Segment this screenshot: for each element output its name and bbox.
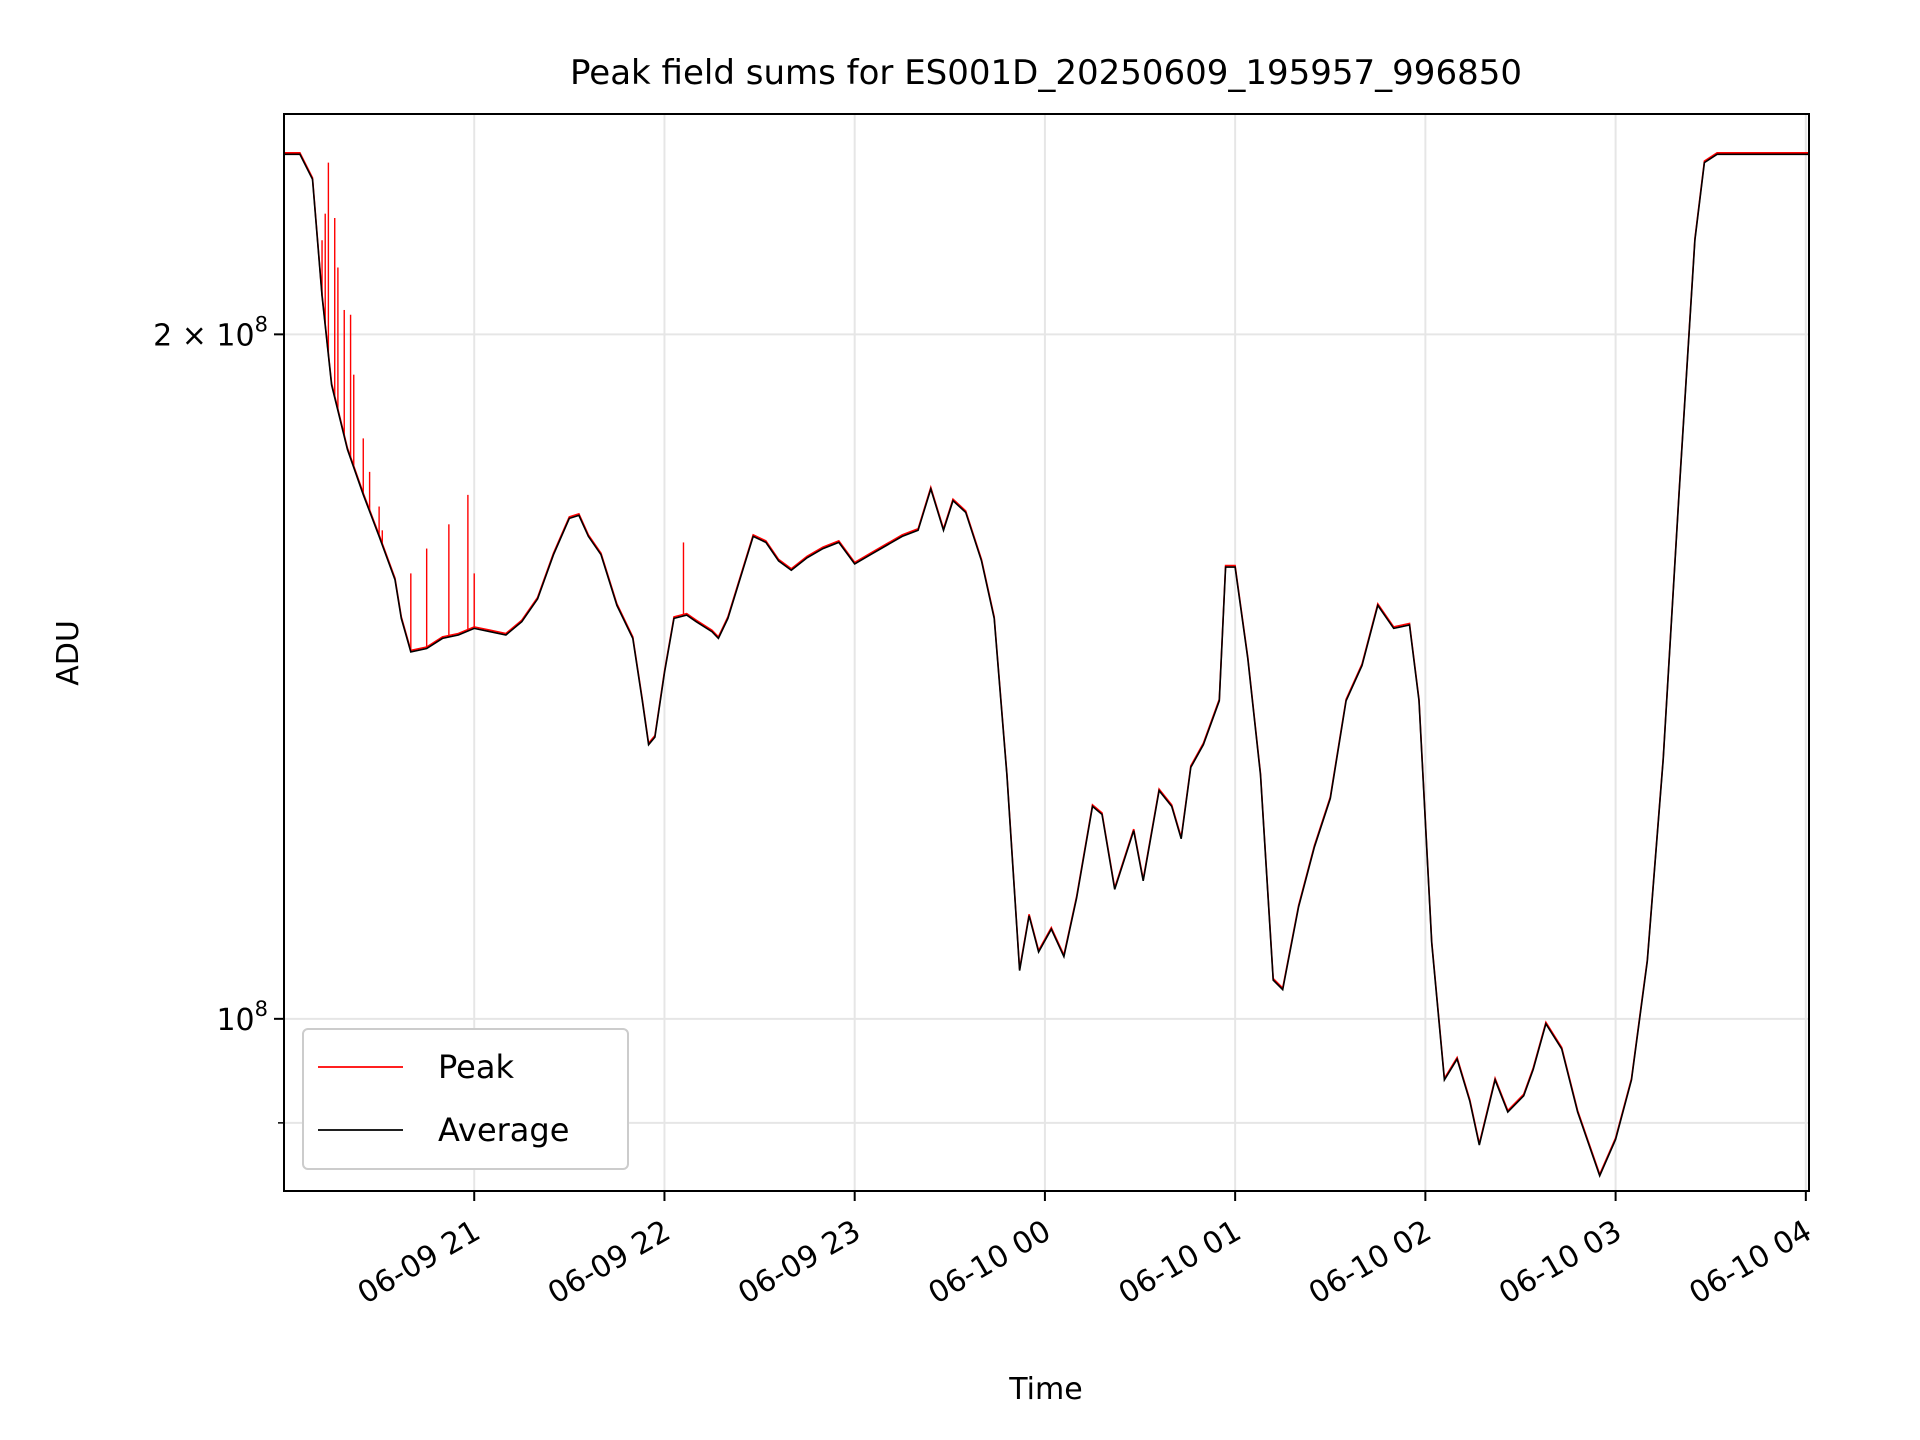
series-layer [284, 152, 1809, 1178]
y-tick-label: 108 [216, 997, 268, 1038]
legend-box [302, 1028, 629, 1170]
series-line-average [284, 153, 1809, 1178]
legend-label-peak: Peak [438, 1048, 514, 1086]
y-tick-label: 2 × 108 [153, 312, 268, 353]
plot-frame [283, 113, 1810, 1192]
x-tick-label: 06-10 02 [1303, 1214, 1437, 1312]
x-axis-label: Time [1008, 1372, 1082, 1407]
x-tick-label: 06-10 04 [1684, 1214, 1818, 1312]
x-tick-label: 06-09 22 [542, 1214, 676, 1312]
legend: Peak Average [302, 1028, 629, 1170]
x-tick-label: 06-10 03 [1493, 1214, 1627, 1312]
series-line-peak [284, 152, 1809, 1177]
legend-label-average: Average [438, 1111, 569, 1149]
chart-title: Peak field sums for ES001D_20250609_1959… [570, 53, 1522, 93]
y-axis-label: ADU [51, 620, 86, 686]
y-axis: 2 × 108 108 [153, 312, 284, 1124]
x-tick-label: 06-10 01 [1113, 1214, 1247, 1312]
x-axis: 06-09 21 06-09 22 06-09 23 06-10 00 06-10 01… [352, 1191, 1818, 1311]
x-tick-label: 06-09 21 [352, 1214, 486, 1312]
x-tick-label: 06-10 00 [923, 1214, 1057, 1312]
x-tick-label: 06-09 23 [732, 1214, 866, 1312]
